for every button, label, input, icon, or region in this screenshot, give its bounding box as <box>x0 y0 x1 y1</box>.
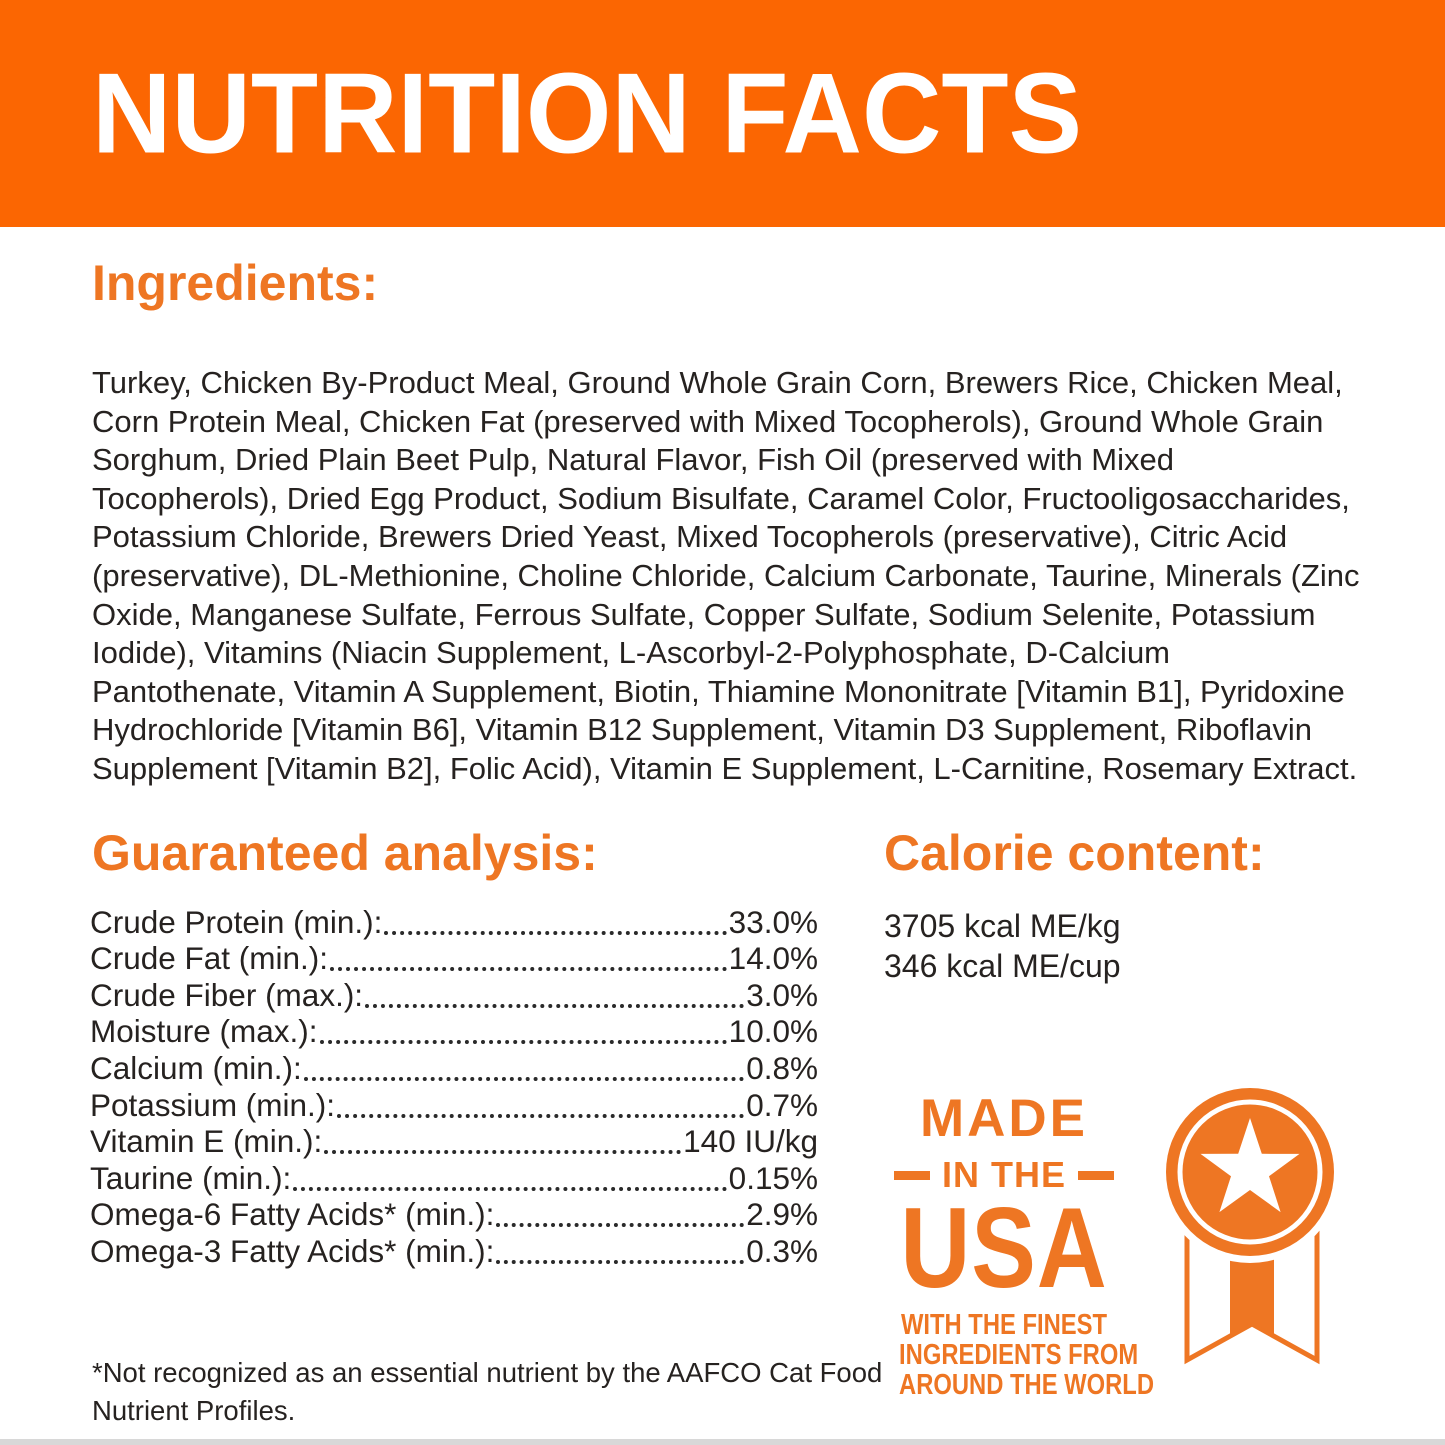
calorie-content-values: 3705 kcal ME/kg 346 kcal ME/cup <box>884 906 1121 986</box>
badge-usa-label: USA <box>900 1185 1108 1312</box>
dotted-leader <box>496 1223 745 1228</box>
ingredients-text: Turkey, Chicken By-Product Meal, Ground … <box>92 365 1360 786</box>
bottom-divider <box>0 1439 1445 1445</box>
analysis-label: Potassium (min.): <box>90 1086 336 1123</box>
analysis-label: Taurine (min.): <box>90 1159 292 1196</box>
analysis-value: 2.9% <box>746 1196 818 1233</box>
calorie-cup-line: 346 kcal ME/cup <box>884 948 1121 984</box>
footnote-line-1: *Not recognized as an essential nutrient… <box>92 1357 883 1388</box>
dotted-leader <box>324 1150 682 1155</box>
analysis-label: Crude Fiber (max.): <box>90 976 364 1013</box>
analysis-label: Omega-3 Fatty Acids* (min.): <box>90 1232 495 1269</box>
table-row: Crude Protein (min.): 33.0% <box>90 904 818 941</box>
table-row: Crude Fat (min.): 14.0% <box>90 940 818 978</box>
dotted-leader <box>384 930 727 935</box>
analysis-label: Crude Protein (min.): <box>90 903 383 940</box>
analysis-value: 0.15% <box>728 1159 818 1196</box>
badge-subline-1: WITH THE FINEST <box>900 1308 1108 1341</box>
dotted-leader <box>293 1186 727 1191</box>
table-row: Vitamin E (min.): 140 IU/kg <box>90 1123 818 1161</box>
analysis-value: 33.0% <box>728 903 818 940</box>
table-row: Omega-3 Fatty Acids* (min.): 0.3% <box>90 1233 818 1270</box>
analysis-label: Moisture (max.): <box>90 1013 318 1050</box>
analysis-value: 10.0% <box>728 1013 818 1050</box>
analysis-value: 3.0% <box>746 976 818 1013</box>
medal-star-ribbon-icon <box>1159 1083 1334 1365</box>
dotted-leader <box>365 1003 745 1008</box>
badge-subline-2: INGREDIENTS FROM <box>899 1338 1139 1371</box>
dotted-leader <box>303 1076 745 1081</box>
dotted-leader <box>330 967 727 972</box>
badge-in-the-label: IN THE <box>941 1154 1066 1195</box>
analysis-value: 0.8% <box>746 1049 818 1086</box>
dash-left-icon <box>893 1170 930 1180</box>
table-row: Potassium (min.): 0.7% <box>90 1087 818 1124</box>
table-row: Taurine (min.): 0.15% <box>90 1160 818 1197</box>
table-row: Moisture (max.): 10.0% <box>90 1013 818 1051</box>
analysis-value: 0.7% <box>746 1086 818 1123</box>
dotted-leader <box>337 1113 745 1118</box>
guaranteed-analysis-heading: Guaranteed analysis: <box>92 825 598 881</box>
ingredients-heading: Ingredients: <box>92 255 379 311</box>
analysis-label: Vitamin E (min.): <box>90 1123 323 1160</box>
calorie-content-heading: Calorie content: <box>884 825 1265 881</box>
table-row: Crude Fiber (max.): 3.0% <box>90 977 818 1014</box>
calorie-kg-line: 3705 kcal ME/kg <box>884 908 1121 944</box>
analysis-label: Calcium (min.): <box>90 1049 302 1086</box>
badge-made-label: MADE <box>919 1089 1089 1148</box>
aafco-footnote: *Not recognized as an essential nutrient… <box>92 1354 882 1430</box>
analysis-value: 140 IU/kg <box>683 1123 818 1160</box>
table-row: Omega-6 Fatty Acids* (min.): 2.9% <box>90 1196 818 1234</box>
badge-in-the-row: IN THE <box>876 1157 1132 1193</box>
header-band: NUTRITION FACTS <box>0 0 1445 227</box>
analysis-value: 14.0% <box>728 940 818 977</box>
dash-right-icon <box>1078 1170 1114 1180</box>
footnote-line-2: Nutrient Profiles. <box>92 1395 296 1426</box>
guaranteed-analysis-table: Crude Protein (min.): 33.0% Crude Fat (m… <box>90 904 818 1270</box>
analysis-label: Omega-6 Fatty Acids* (min.): <box>90 1196 495 1233</box>
table-row: Calcium (min.): 0.8% <box>90 1050 818 1087</box>
badge-subline-3: AROUND THE WORLD <box>899 1368 1154 1401</box>
analysis-label: Crude Fat (min.): <box>90 940 329 977</box>
analysis-value: 0.3% <box>746 1232 818 1269</box>
page-title: NUTRITION FACTS <box>92 49 1082 178</box>
dotted-leader <box>319 1040 727 1045</box>
made-in-usa-badge: MADE IN THE USA WITH THE FINEST INGREDIE… <box>876 1089 1154 1401</box>
dotted-leader <box>496 1259 745 1264</box>
